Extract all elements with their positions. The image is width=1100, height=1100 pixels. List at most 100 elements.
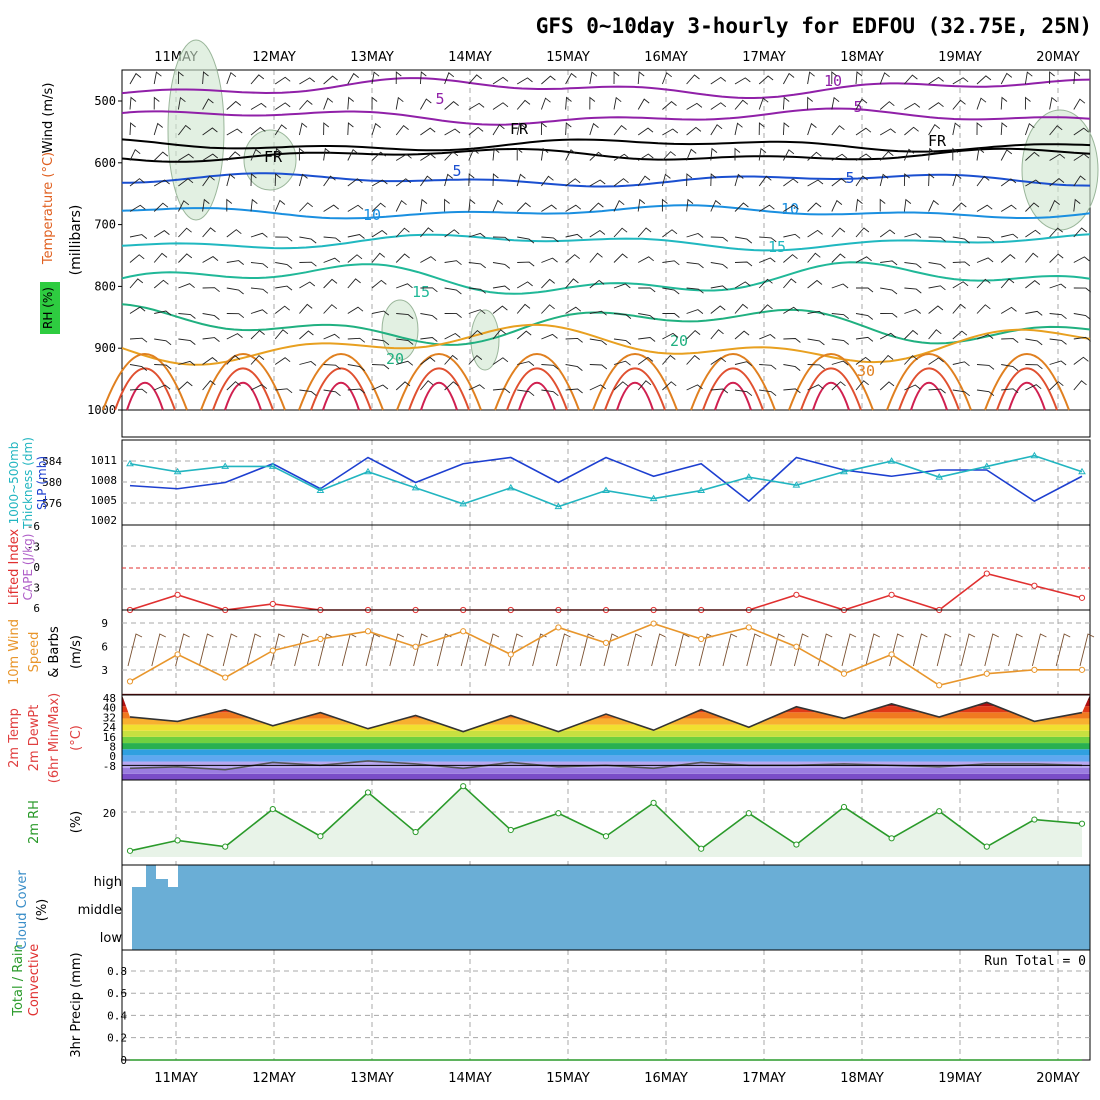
upper-wind-barb-4-28 [807, 179, 824, 187]
upper-wind-barb-10-31 [879, 332, 897, 340]
upper-wind-barb-12-35 [976, 389, 995, 397]
upper-wind-barb-12-14 [468, 384, 485, 391]
lifted-series-line-pt-16 [888, 591, 895, 598]
upper-wind-barb-6-27 [783, 233, 801, 239]
warm-contour-9-0 [984, 353, 1070, 411]
upper-wind-barb-9-14 [468, 309, 486, 315]
thickness-ylabel-1: 1000~500mb [7, 442, 21, 525]
precip-tick-0.8: 0.8 [107, 965, 127, 978]
rh2m-series-line-pt-18 [983, 843, 990, 850]
warm-contour-5-2 [616, 381, 654, 411]
isotherm-5 [121, 204, 1091, 220]
upper-wind-barb-3-30 [855, 153, 872, 161]
upper-wind-barb-4-9 [347, 178, 363, 187]
slp-ylabel: SLP (mb) [35, 456, 49, 510]
wind10-series-line-pt-5 [364, 628, 372, 635]
upper-wind-barb-1-18 [565, 96, 572, 110]
upper-wind-barb-11-19 [589, 364, 608, 370]
temp-band-4 [122, 749, 1090, 756]
wind10-series-line-pt-0 [126, 678, 134, 685]
upper-wind-barb-6-25 [734, 236, 753, 244]
upper-wind-barb-5-35 [976, 204, 993, 212]
upper-wind-barb-10-29 [831, 338, 849, 345]
upper-wind-barb-2-37 [1024, 122, 1035, 136]
upper-wind-barb-9-11 [396, 313, 414, 319]
upper-wind-barb-1-4 [226, 100, 242, 110]
upper-wind-barb-6-5 [250, 232, 268, 238]
upper-wind-barb-4-22 [661, 173, 671, 187]
upper-wind-barb-4-24 [710, 173, 717, 187]
upper-wind-barb-9-31 [880, 312, 898, 318]
upper-wind-barb-7-38 [1049, 253, 1064, 263]
temp-contour-label-8: 10 [363, 206, 381, 224]
upper-wind-barb-10-36 [1001, 338, 1019, 343]
upper-wind-barb-2-39 [1073, 127, 1089, 136]
wind10-ylabel-4: (m/s) [69, 635, 84, 669]
upper-wind-barb-3-39 [1073, 153, 1090, 161]
wind10-barb-0 [127, 633, 143, 667]
upper-wind-barb-2-26 [758, 122, 765, 136]
date-label-top-7: 18MAY [840, 50, 884, 65]
upper-wind-barb-3-9 [347, 148, 359, 161]
wind10-series-line [129, 622, 1082, 687]
temp-contour-label-13: 20 [670, 332, 688, 350]
upper-wind-barb-2-21 [637, 127, 654, 136]
upper-wind-barb-10-10 [371, 338, 390, 346]
rh-legend-swatch [40, 282, 60, 334]
upper-wind-barb-12-0 [129, 388, 148, 394]
upper-wind-barb-5-39 [1073, 198, 1081, 212]
upper-wind-barb-6-39 [1073, 227, 1087, 238]
wind10-series-line-pt-15 [840, 670, 848, 677]
wind10-series-line-pt-20 [1078, 666, 1086, 673]
upper-wind-barb-1-11 [395, 96, 404, 110]
upper-wind-barb-12-16 [517, 389, 535, 397]
wind10-barb-6 [270, 633, 286, 667]
rh2m-series-line-pt-10 [602, 833, 610, 840]
upper-wind-barb-12-25 [734, 389, 753, 397]
wind10-barb-38 [1031, 633, 1047, 667]
level-tick-500: 500 [94, 94, 116, 108]
upper-wind-barb-6-28 [807, 229, 823, 238]
upper-wind-barb-3-33 [928, 147, 935, 161]
upper-wind-barb-2-16 [516, 122, 525, 136]
upper-wind-barb-12-29 [831, 381, 846, 391]
upper-wind-barb-7-8 [323, 257, 341, 263]
upper-wind-barb-4-21 [637, 175, 651, 187]
upper-wind-barb-5-8 [323, 204, 339, 212]
upper-wind-barb-5-19 [589, 202, 604, 212]
upper-wind-barb-2-31 [879, 128, 896, 136]
thickness-series-line-pt-7 [459, 499, 468, 507]
upper-wind-barb-4-15 [492, 173, 499, 187]
warm-contour-8-1 [898, 367, 960, 411]
upper-wind-barb-7-20 [613, 253, 628, 263]
thickness-series-line-pt-8 [506, 483, 515, 491]
lifted-ylabel: Lifted Index [7, 528, 22, 605]
rh-blob-0 [167, 39, 225, 221]
date-label-bottom-5: 16MAY [644, 1071, 688, 1086]
upper-wind-barb-4-35 [976, 175, 990, 187]
upper-wind-barb-4-14 [468, 173, 475, 187]
upper-wind-barb-7-39 [1073, 256, 1090, 263]
upper-wind-barb-3-26 [758, 147, 767, 161]
upper-wind-barb-2-8 [323, 122, 330, 136]
upper-wind-barb-12-18 [565, 388, 583, 394]
wind10-ylabel-3: & Barbs [47, 626, 62, 678]
upper-wind-barb-8-8 [323, 278, 338, 289]
rh2m-series-line-pt-2 [222, 843, 229, 850]
upper-wind-barb-0-4 [226, 71, 237, 85]
upper-wind-barb-3-0 [129, 148, 141, 161]
upper-wind-barb-11-20 [613, 360, 631, 366]
upper-wind-barb-9-29 [831, 313, 849, 320]
upper-wind-barb-12-11 [395, 381, 411, 391]
upper-wind-barb-6-7 [299, 236, 317, 244]
upper-wind-barb-9-20 [613, 313, 632, 319]
upper-wind-barb-12-26 [759, 389, 777, 397]
upper-wind-barb-6-33 [928, 236, 946, 242]
temp-band-3 [122, 755, 1090, 762]
upper-wind-barb-4-26 [758, 175, 772, 187]
upper-wind-barb-2-24 [710, 124, 723, 136]
upper-wind-barb-7-11 [395, 253, 410, 263]
upper-wind-barb-10-2 [178, 338, 196, 345]
upper-wind-barb-11-31 [879, 354, 894, 365]
upper-wind-barb-12-33 [928, 388, 946, 394]
